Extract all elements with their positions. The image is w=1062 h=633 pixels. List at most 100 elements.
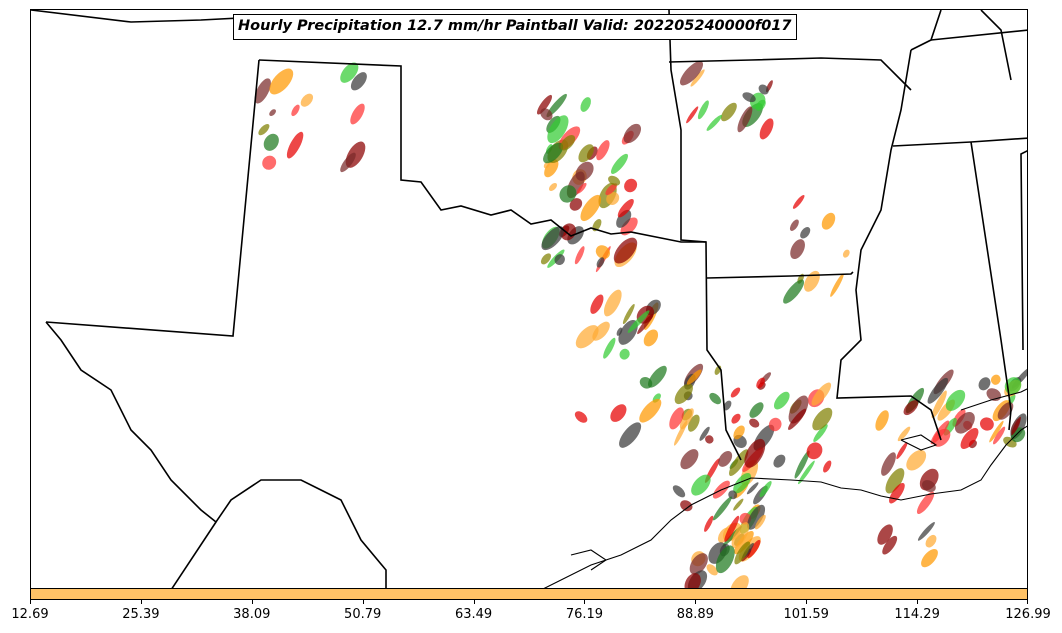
precip-blob (269, 109, 276, 116)
oklahoma-texas-border (258, 59, 706, 243)
precip-blob (720, 102, 737, 122)
precip-blob (596, 257, 605, 268)
precip-blob (613, 237, 638, 264)
precip-blob (789, 219, 799, 231)
precip-blob (575, 325, 599, 349)
precip-blob (672, 485, 686, 498)
precip-blob (576, 182, 587, 194)
precip-blob (756, 377, 765, 389)
gulf-coastline (543, 388, 1027, 588)
tennessee-border (892, 137, 1027, 147)
precip-blob (749, 402, 764, 418)
precip-blob (731, 522, 750, 549)
precip-blob (733, 425, 745, 440)
precip-blob (637, 313, 654, 335)
precip-blob (605, 183, 618, 196)
precip-blob (300, 93, 314, 107)
state-boundaries (31, 10, 1027, 588)
indiana-border (980, 10, 1012, 81)
precip-blob (1011, 416, 1021, 436)
precip-blob (718, 450, 733, 467)
precip-blob (788, 395, 809, 424)
precip-blob (254, 78, 271, 104)
precip-blob (596, 140, 610, 161)
precip-blob (921, 548, 938, 568)
precip-blob (286, 131, 304, 159)
precip-blob (755, 514, 766, 530)
colorbar-tick-label: 88.89 (676, 607, 714, 622)
precip-blob (554, 254, 565, 266)
precip-blob (620, 217, 638, 236)
precip-blob (885, 468, 905, 494)
precip-blob (674, 383, 693, 405)
precip-blob (733, 472, 752, 494)
precip-blob (724, 515, 740, 542)
colorbar-tick (30, 600, 31, 604)
colorbar-tick (252, 600, 253, 604)
precip-blob (560, 134, 576, 151)
precip-blob (624, 178, 638, 193)
precip-blob (812, 407, 833, 431)
precip-blob (606, 191, 620, 206)
precip-blob (798, 460, 815, 485)
colorbar-tick-label: 38.09 (233, 607, 271, 622)
precip-blob (258, 123, 270, 136)
precip-blob (603, 337, 616, 359)
precip-blob (263, 133, 279, 151)
precip-blob (773, 391, 790, 410)
precip-blob (746, 482, 759, 495)
precip-blob (979, 417, 994, 431)
precip-blob (954, 412, 975, 434)
precip-blob (686, 106, 699, 124)
precip-blob (627, 310, 650, 333)
colorbar-tick (141, 600, 142, 604)
precip-blob (639, 398, 662, 423)
precip-blob (747, 539, 761, 559)
colorbar-tick-label: 25.39 (122, 607, 160, 622)
precip-blob (548, 182, 558, 192)
precip-blob (643, 329, 659, 347)
precip-blob (790, 239, 805, 260)
precip-blob (540, 108, 553, 121)
precip-blob (706, 564, 718, 576)
precipitation-map (31, 10, 1027, 588)
precip-blob (882, 535, 898, 555)
colorbar-tick-label: 50.79 (344, 607, 382, 622)
colorbar-tick-label: 114.29 (894, 607, 940, 622)
precip-blob (978, 377, 991, 391)
precip-blob (546, 93, 567, 118)
precip-blob (759, 480, 772, 498)
map-title: Hourly Precipitation 12.7 mm/hr Paintbal… (233, 14, 797, 40)
precip-blob (730, 575, 749, 588)
precip-blob (544, 159, 559, 178)
precip-blob (690, 69, 705, 87)
precip-blob (610, 153, 629, 174)
arkansas-louisiana-west-border (668, 10, 742, 461)
precip-blob (340, 152, 356, 173)
mexico-inner-border (171, 521, 217, 588)
precip-blob (821, 212, 836, 230)
precip-blob (990, 374, 1001, 385)
precip-blob (340, 62, 359, 83)
precip-blob (712, 496, 732, 521)
precip-blob (592, 218, 602, 232)
precip-blob (680, 449, 699, 470)
precip-blob (262, 155, 277, 170)
alabama-georgia-border (1020, 150, 1027, 351)
precip-blob (747, 504, 766, 530)
precip-blob (648, 365, 667, 388)
precip-blob (903, 400, 919, 416)
precip-blob (737, 106, 753, 133)
colorbar-tick (1027, 600, 1028, 604)
precip-blob (350, 103, 365, 125)
precip-blob (608, 175, 621, 186)
precip-blob (590, 294, 604, 314)
precip-blob (559, 185, 577, 203)
precip-blob (997, 402, 1014, 420)
precip-blob (547, 115, 569, 144)
colorbar-tick (695, 600, 696, 604)
precip-blob (603, 289, 622, 317)
precip-blob (536, 94, 553, 115)
colorbar-tick-label: 12.69 (11, 607, 49, 622)
precip-blob (960, 428, 979, 449)
